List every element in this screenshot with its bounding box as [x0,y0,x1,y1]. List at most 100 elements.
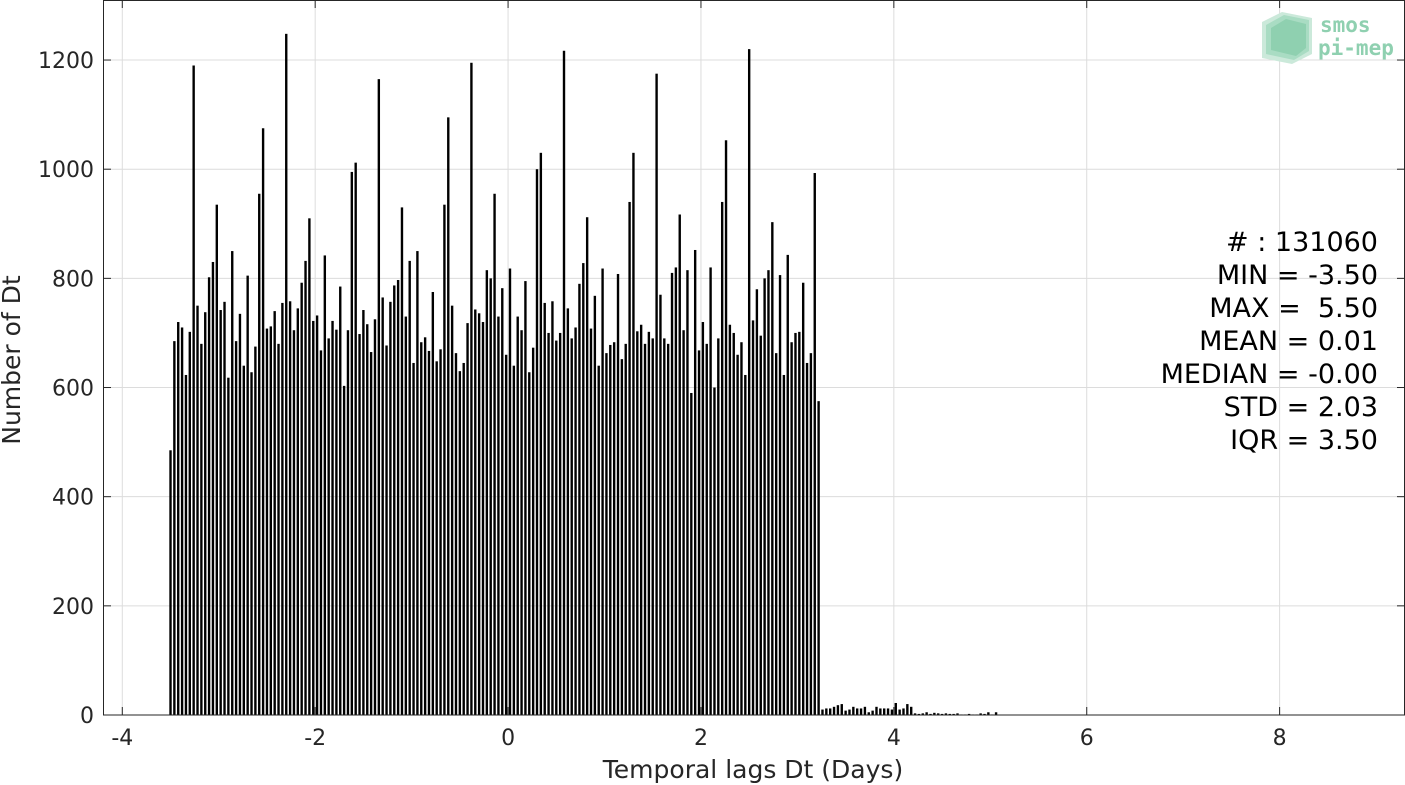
logo-text-smos: smos [1320,13,1371,37]
stat-min: MIN = -3.50 [1217,260,1378,291]
histogram-bar [196,305,199,715]
histogram-bar [624,343,627,715]
histogram-bar [697,350,701,715]
histogram-bar [427,350,431,715]
histogram-bar [767,270,770,715]
histogram-bar [512,365,516,715]
y-tick-label: 400 [52,486,94,511]
stats-box: # : 131060 MIN = -3.50 MAX = 5.50 MEAN =… [1161,227,1378,456]
histogram-bar [342,385,346,715]
histogram-bar [327,338,330,715]
histogram-bar [350,171,354,715]
histogram-bar [489,278,492,715]
histogram-bar [570,338,573,715]
histogram-bar [736,354,739,715]
histogram-bar [246,275,249,715]
histogram-bar [219,310,222,715]
histogram-bar [288,301,292,715]
y-tick-label: 1000 [38,158,94,183]
histogram-bar [682,330,685,715]
histogram-bar [354,162,357,715]
stat-std: STD = 2.03 [1224,392,1378,423]
histogram-bar [385,345,388,715]
y-tick-label: 800 [52,267,94,292]
histogram-bar [485,270,489,715]
histogram-bar [732,332,735,715]
histogram-bar [420,342,423,715]
histogram-bar [863,706,867,715]
histogram-bar [362,310,365,715]
histogram-bar [755,289,759,715]
histogram-bar [447,117,450,716]
histogram-bar [192,65,195,715]
histogram-bar [520,330,523,715]
histogram-bar [524,281,527,715]
histogram-bar [254,346,257,715]
histogram-bar [211,261,215,715]
histogram-bar [508,268,512,715]
histogram-bar [566,308,570,715]
stat-count: # : 131060 [1226,227,1378,258]
histogram-bar [393,285,396,715]
histogram-bar [481,322,485,715]
histogram-bar [439,349,442,715]
histogram-bar [612,342,616,715]
histogram-bar [223,301,226,715]
histogram-bar [910,706,913,715]
histogram-bar [477,313,481,715]
stat-mean: MEAN = 0.01 [1199,326,1378,357]
y-tick-label: 600 [52,377,94,402]
histogram-bar [782,374,786,715]
histogram-bar [423,337,427,715]
histogram-bar [227,377,230,715]
histogram-bar [859,708,863,715]
histogram-bar [778,275,782,715]
histogram-bar [312,320,315,715]
histogram-bar [632,152,635,715]
layers-icon [1262,12,1312,64]
histogram-bar [890,709,894,715]
x-tick-label: 4 [887,726,901,751]
histogram-bar [848,709,851,715]
histogram-bar [231,251,234,715]
histogram-bar [979,713,982,715]
histogram-bar [458,371,462,715]
histogram-bar [296,308,300,715]
y-tick-label: 200 [52,595,94,620]
histogram-bar [396,280,400,715]
histogram-bar [547,332,550,715]
x-axis-label: Temporal lags Dt (Days) [602,755,903,784]
histogram-bar [528,372,531,715]
histogram-bar [759,335,762,715]
histogram-bar [300,282,303,715]
histogram-bar [450,305,454,715]
histogram-bar [875,706,878,715]
histogram-bar [921,713,924,715]
histogram-bar [601,268,604,715]
histogram-bar [242,365,245,715]
histogram-bar [339,286,342,715]
histogram-bar [597,365,600,715]
x-tick-label: 2 [694,726,708,751]
histogram-bar [454,353,458,715]
histogram-bar [177,322,180,715]
histogram-bar [867,712,870,715]
histogram-bar [948,713,951,715]
histogram-bar [813,173,816,715]
histogram-bar [686,270,689,715]
histogram-bar [180,327,184,715]
histogram-bar [431,292,435,715]
histogram-bar [956,713,959,715]
histogram-bar [381,297,384,715]
x-tick-label: 8 [1273,726,1287,751]
histogram-bar [636,331,639,715]
histogram-bar [902,708,905,715]
histogram-bar [531,347,535,715]
histogram-bar [674,267,678,715]
histogram-bar [925,712,928,715]
histogram-bar [558,332,562,715]
x-tick-label: 6 [1080,726,1094,751]
smos-pimep-logo: smos pi-mep [1262,12,1394,64]
histogram-bar [238,313,242,715]
histogram-bar [535,169,539,715]
